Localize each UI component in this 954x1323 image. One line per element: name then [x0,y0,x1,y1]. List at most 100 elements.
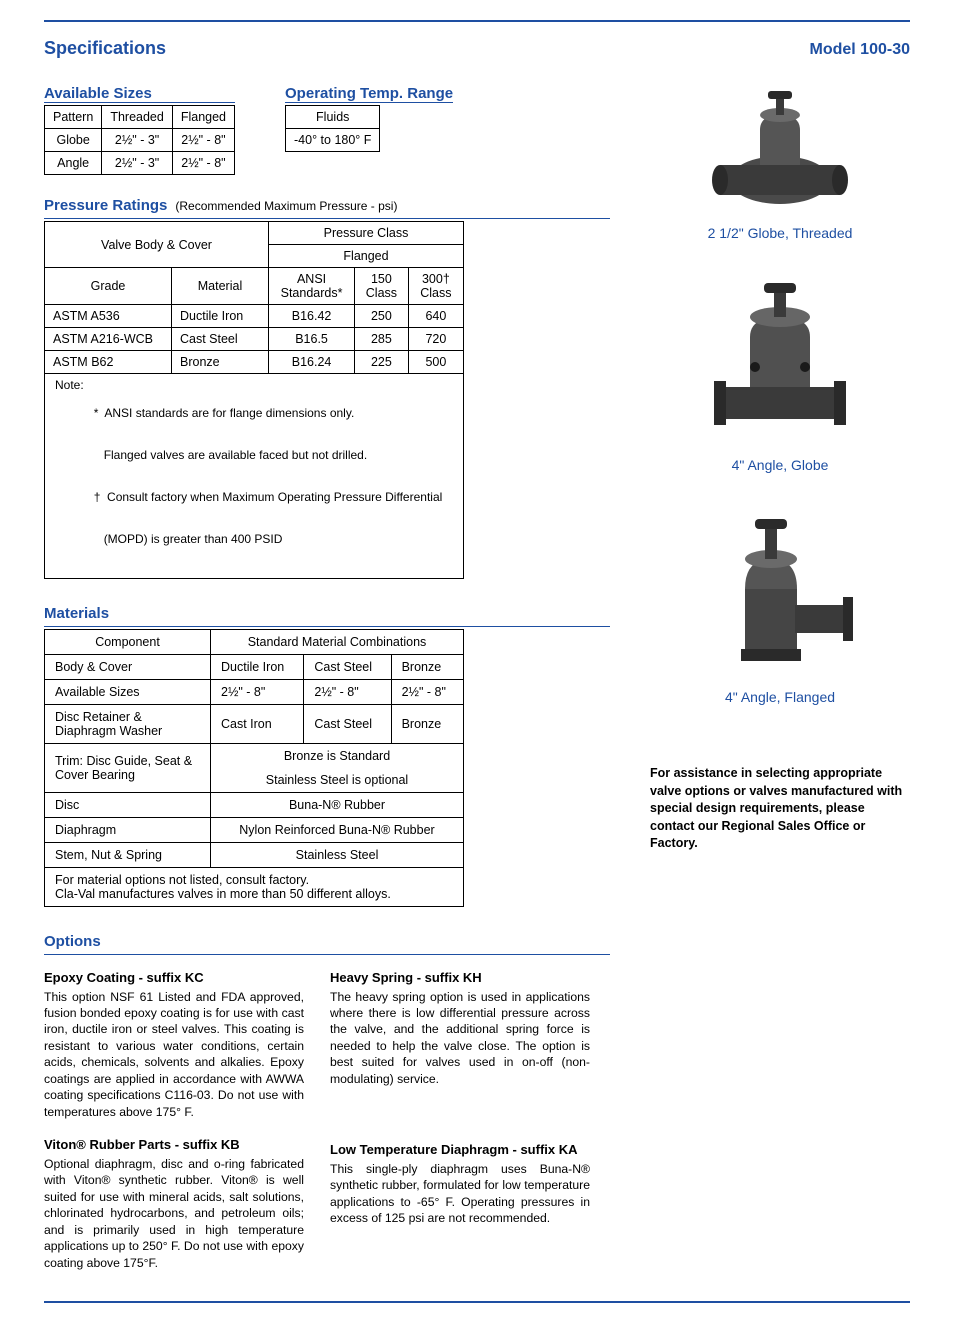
available-sizes-title: Available Sizes [44,85,235,102]
table-cell: Available Sizes [45,680,211,705]
table-cell: 500 [408,351,463,374]
note-line: (MOPD) is greater than 400 PSID [94,532,443,546]
table-cell: Ductile Iron [211,655,304,680]
option-title: Epoxy Coating - suffix KC [44,969,304,987]
title-specifications: Specifications [44,38,166,59]
table-cell: 150 Class [355,268,409,305]
top-rule [44,20,910,22]
table-cell: Buna-N® Rubber [211,793,464,818]
table-cell: Angle [45,152,102,175]
table-cell: Disc Retainer & Diaphragm Washer [45,705,211,744]
table-cell: 2½" - 8" [304,680,391,705]
assist-text: For assistance in selecting appropriate … [650,765,910,853]
table-cell: Flanged [269,245,464,268]
table-cell: Stainless Steel [211,843,464,868]
figure-1: 2 1/2" Globe, Threaded [650,85,910,241]
table-cell: 300† Class [408,268,463,305]
table-cell: Cast Steel [304,655,391,680]
table-cell: Component [45,630,211,655]
figure-2-caption: 4" Angle, Globe [650,457,910,473]
option-body: The heavy spring option is used in appli… [330,989,590,1088]
table-cell: 2½" - 3" [102,152,173,175]
pressure-ratings-subtitle: (Recommended Maximum Pressure - psi) [175,199,397,213]
table-cell: Cast Steel [304,705,391,744]
bottom-rule [44,1301,910,1303]
table-cell: 2½" - 8" [172,152,234,175]
pressure-ratings-title: Pressure Ratings [44,197,167,214]
option-body: This single-ply diaphragm uses Buna-N® s… [330,1161,590,1227]
option-title: Low Temperature Diaphragm - suffix KA [330,1141,590,1159]
table-cell: Disc [45,793,211,818]
figure-3: 4" Angle, Flanged [650,509,910,705]
table-cell: ASTM A216-WCB [45,328,172,351]
sizes-col-1: Threaded [102,106,173,129]
pressure-note: Note: * ANSI standards are for flange di… [44,374,464,579]
table-cell: 2½" - 8" [172,129,234,152]
pressure-ratings-table: Valve Body & Cover Pressure Class Flange… [44,221,464,374]
note-label: Note: [55,378,84,574]
operating-temp-rule [285,102,453,103]
options-column-2: Heavy Spring - suffix KH The heavy sprin… [330,963,590,1271]
pressure-ratings-block: Pressure Ratings (Recommended Maximum Pr… [44,197,610,579]
available-sizes-block: Available Sizes Pattern Threaded Flanged… [44,85,235,175]
table-cell: Bronze [172,351,269,374]
table-cell: Pressure Class [269,222,464,245]
operating-temp-block: Operating Temp. Range Fluids -40° to 180… [285,85,453,175]
table-cell: Bronze [391,655,463,680]
materials-block: Materials Component Standard Material Co… [44,605,610,907]
table-cell: 2½" - 8" [391,680,463,705]
table-cell: ASTM A536 [45,305,172,328]
option-body: Optional diaphragm, disc and o-ring fabr… [44,1156,304,1271]
table-cell: B16.24 [269,351,355,374]
operating-temp-title: Operating Temp. Range [285,85,453,102]
table-cell: Globe [45,129,102,152]
option-title: Viton® Rubber Parts - suffix KB [44,1136,304,1154]
options-block: Options Epoxy Coating - suffix KC This o… [44,933,610,1271]
table-cell: Body & Cover [45,655,211,680]
figure-2: 4" Angle, Globe [650,277,910,473]
sizes-col-0: Pattern [45,106,102,129]
table-cell: ASTM B62 [45,351,172,374]
table-cell: Trim: Disc Guide, Seat & Cover Bearing [45,744,211,793]
operating-temp-table: Fluids -40° to 180° F [285,105,380,152]
table-cell: 250 [355,305,409,328]
valve-globe-threaded-icon [705,85,855,215]
options-title: Options [44,933,610,950]
table-cell: Valve Body & Cover [45,222,269,268]
option-body: This option NSF 61 Listed and FDA approv… [44,989,304,1121]
table-cell: Stem, Nut & Spring [45,843,211,868]
options-rule [44,954,610,955]
table-cell: 285 [355,328,409,351]
table-cell: Material [172,268,269,305]
table-cell: Bronze [391,705,463,744]
materials-table: Component Standard Material Combinations… [44,629,464,907]
table-cell: 2½" - 3" [102,129,173,152]
note-line: * ANSI standards are for flange dimensio… [94,406,443,420]
table-cell: Fluids [286,106,380,129]
sizes-col-2: Flanged [172,106,234,129]
note-line: Flanged valves are available faced but n… [94,448,443,462]
figure-3-caption: 4" Angle, Flanged [650,689,910,705]
materials-title: Materials [44,605,610,622]
valve-angle-globe-icon [700,277,860,447]
available-sizes-table: Pattern Threaded Flanged Globe 2½" - 3" … [44,105,235,175]
table-cell: Grade [45,268,172,305]
available-sizes-rule [44,102,235,103]
title-model: Model 100-30 [810,41,910,59]
options-column-1: Epoxy Coating - suffix KC This option NS… [44,963,304,1271]
materials-foot1: For material options not listed, consult… [55,873,453,887]
note-line: † Consult factory when Maximum Operating… [94,490,443,504]
figure-1-caption: 2 1/2" Globe, Threaded [650,225,910,241]
pressure-ratings-rule [44,218,610,219]
table-cell: Stainless Steel is optional [211,768,464,793]
table-cell: Standard Material Combinations [211,630,464,655]
table-cell: B16.42 [269,305,355,328]
table-cell: B16.5 [269,328,355,351]
option-title: Heavy Spring - suffix KH [330,969,590,987]
table-cell: Nylon Reinforced Buna-N® Rubber [211,818,464,843]
page-header: Specifications Model 100-30 [44,38,910,59]
materials-foot2: Cla-Val manufactures valves in more than… [55,887,453,901]
table-cell: Ductile Iron [172,305,269,328]
table-cell: Cast Steel [172,328,269,351]
table-cell: 720 [408,328,463,351]
